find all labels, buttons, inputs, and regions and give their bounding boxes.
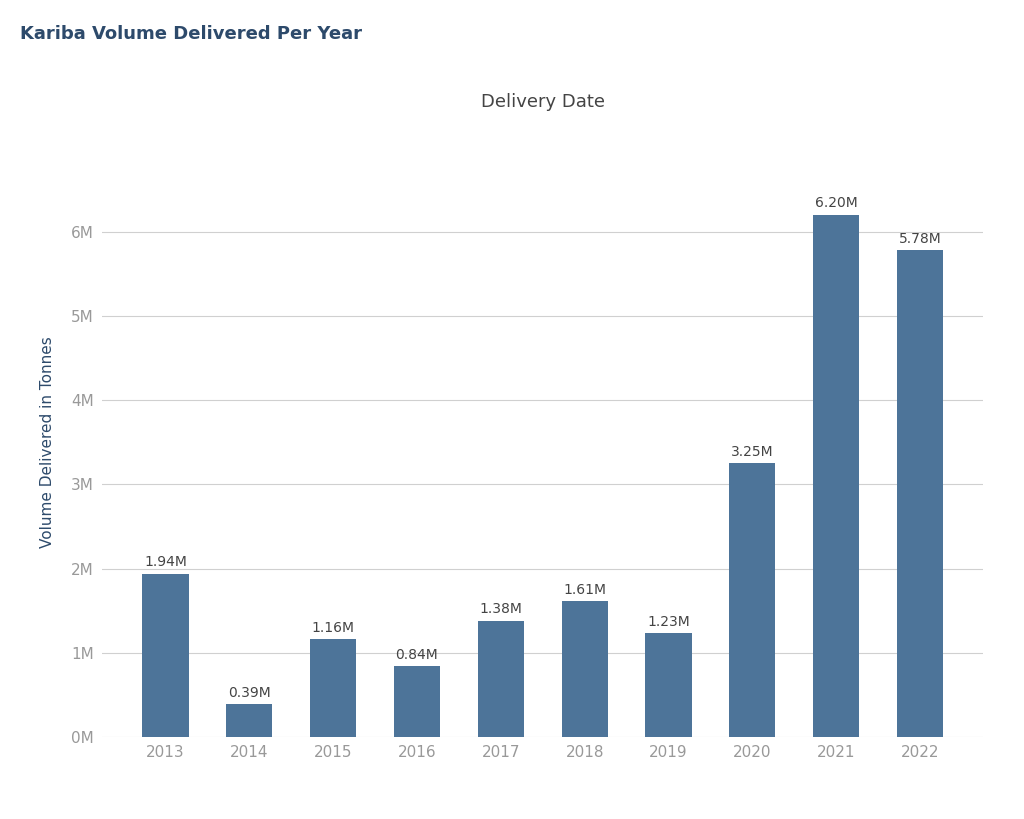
Text: Delivery Date: Delivery Date [480, 93, 605, 111]
Bar [394, 667, 440, 737]
Bar [142, 573, 188, 737]
Bar [561, 601, 607, 737]
Text: 1.23M: 1.23M [647, 615, 690, 629]
Text: Kariba Volume Delivered Per Year: Kariba Volume Delivered Per Year [20, 25, 362, 43]
Text: 5.78M: 5.78M [899, 232, 941, 246]
Bar [310, 640, 356, 737]
Text: 1.38M: 1.38M [479, 602, 522, 616]
Y-axis label: Volume Delivered in Tonnes: Volume Delivered in Tonnes [40, 337, 54, 548]
Text: 0.84M: 0.84M [395, 648, 438, 662]
Text: 0.39M: 0.39M [228, 686, 270, 699]
Text: 1.16M: 1.16M [311, 621, 354, 635]
Bar [478, 621, 524, 737]
Bar [897, 250, 943, 737]
Text: 3.25M: 3.25M [731, 445, 773, 459]
Bar [813, 215, 859, 737]
Text: 1.94M: 1.94M [144, 555, 187, 569]
Bar [645, 633, 691, 737]
Text: 1.61M: 1.61M [563, 583, 606, 597]
Bar [226, 704, 272, 737]
Bar [729, 464, 775, 737]
Text: 6.20M: 6.20M [815, 197, 857, 210]
